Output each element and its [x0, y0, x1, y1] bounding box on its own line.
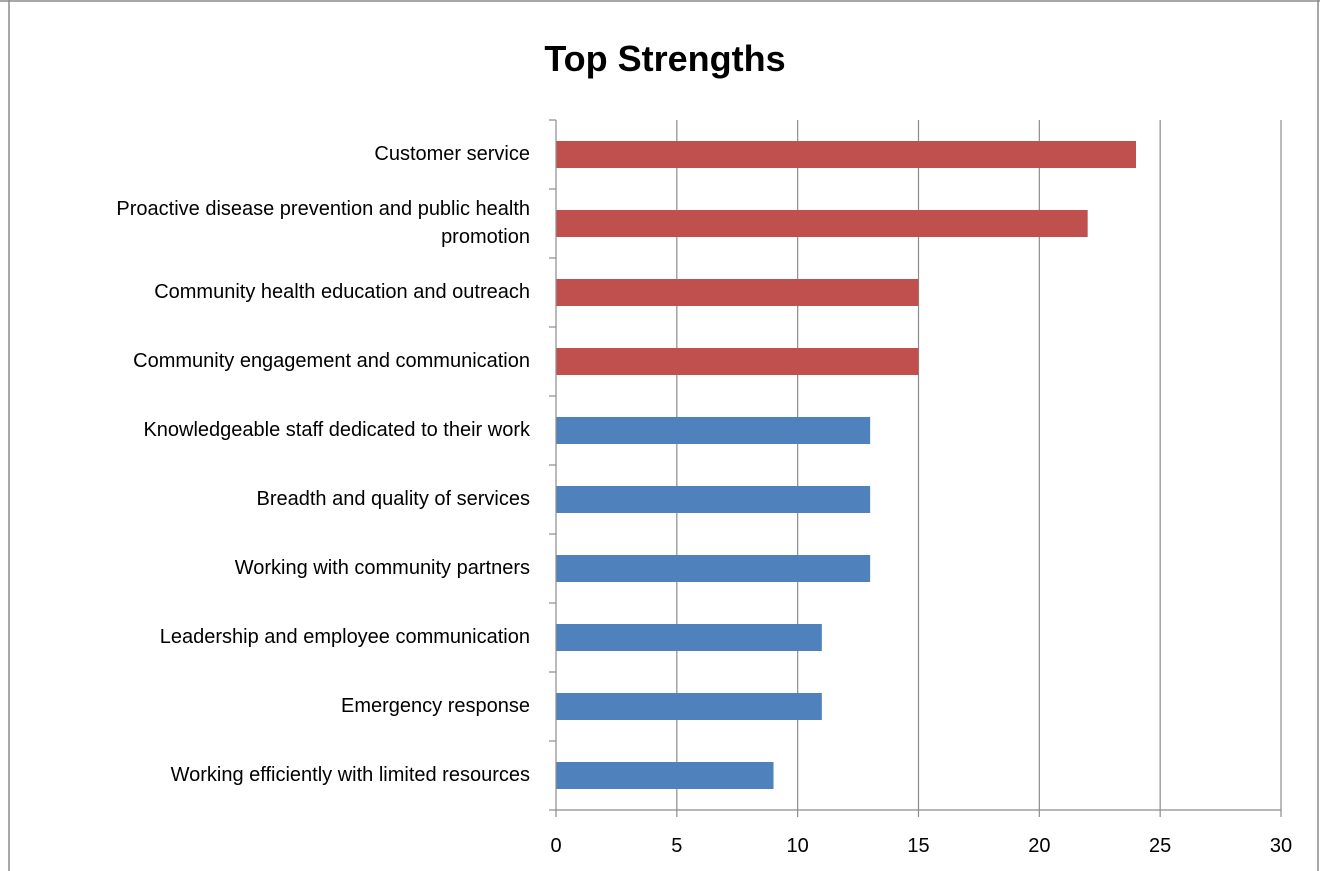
- bar: [556, 141, 1136, 168]
- category-label: Knowledgeable staff dedicated to their w…: [143, 419, 531, 441]
- bars: [556, 141, 1136, 789]
- bar: [556, 762, 774, 789]
- x-tick-label: 0: [550, 835, 561, 857]
- bar: [556, 279, 919, 306]
- bar: [556, 624, 822, 651]
- category-label: Customer service: [374, 143, 530, 165]
- category-label: Leadership and employee communication: [160, 626, 530, 648]
- category-label: Breadth and quality of services: [257, 488, 531, 510]
- x-tick-label: 30: [1270, 835, 1292, 857]
- bar: [556, 693, 822, 720]
- bar: [556, 210, 1088, 237]
- bar: [556, 486, 871, 513]
- category-labels: Customer service Proactive disease preven…: [116, 143, 531, 786]
- bar: [556, 348, 919, 375]
- bar: [556, 555, 871, 582]
- category-label: Emergency response: [341, 695, 530, 717]
- bar: [556, 417, 871, 444]
- tick-labels: 0 5 10 15 20 25 30: [550, 835, 1292, 857]
- axes: [549, 119, 1282, 817]
- category-label: Community health education and outreach: [154, 281, 530, 303]
- x-tick-label: 5: [671, 835, 682, 857]
- category-label: Working efficiently with limited resourc…: [171, 764, 530, 786]
- category-label: Community engagement and communication: [133, 350, 530, 372]
- x-tick-label: 25: [1149, 835, 1171, 857]
- category-label: Working with community partners: [235, 557, 530, 579]
- chart-title: Top Strengths: [544, 38, 785, 79]
- x-tick-label: 10: [787, 835, 809, 857]
- x-tick-label: 15: [907, 835, 929, 857]
- category-label: Proactive disease prevention and public …: [116, 198, 530, 248]
- x-tick-label: 20: [1028, 835, 1050, 857]
